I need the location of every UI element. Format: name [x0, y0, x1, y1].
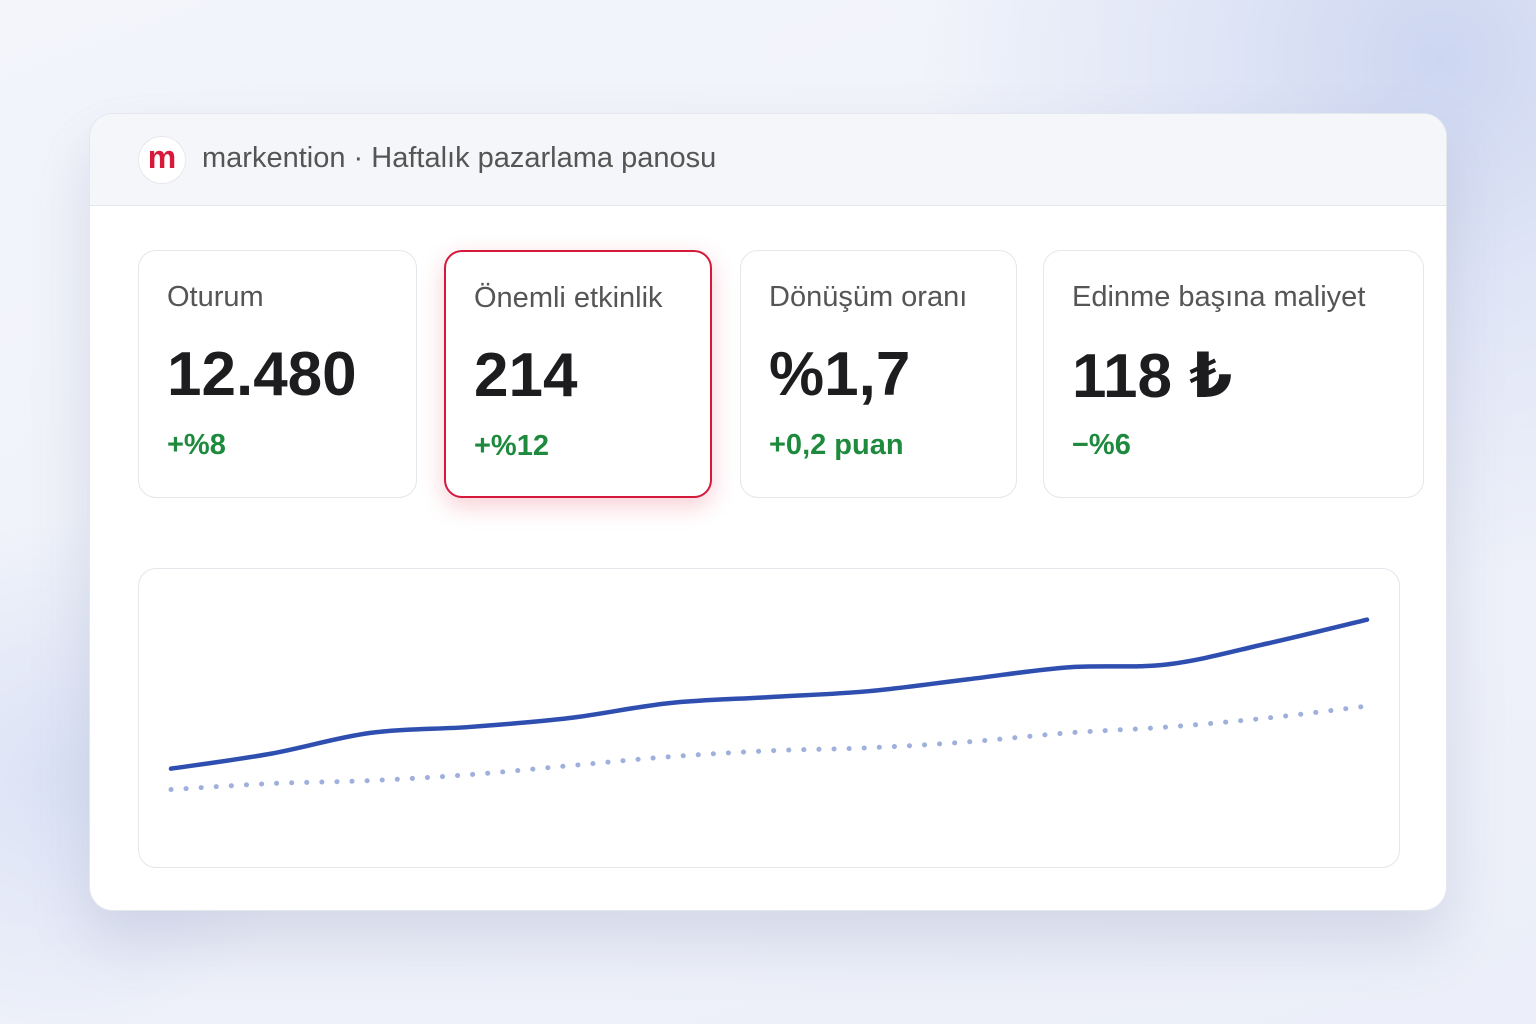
kpi-change: +0,2 puan [769, 429, 904, 461]
kpi-value: 12.480 [167, 340, 357, 409]
header: m markention · Haftalık pazarlama panosu [90, 114, 1446, 206]
kpi-value: 118 ₺ [1072, 342, 1233, 411]
kpi-label: Oturum [167, 281, 264, 313]
kpi-label: Dönüşüm oranı [769, 281, 968, 313]
kpi-value: 214 [474, 341, 578, 410]
kpi-label: Önemli etkinlik [474, 282, 663, 314]
kpi-card[interactable]: Oturum 12.480 +%8 [138, 250, 417, 498]
logo[interactable]: m [138, 136, 186, 184]
kpi-change: −%6 [1072, 429, 1131, 461]
brand: markention [202, 142, 346, 174]
chart-card [138, 568, 1400, 868]
kpi-card[interactable]: Dönüşüm oranı %1,7 +0,2 puan [740, 250, 1017, 498]
kpi-change: +%8 [167, 429, 226, 461]
title: Haftalık pazarlama panosu [371, 142, 717, 174]
header-title: markention · Haftalık pazarlama panosu [202, 142, 716, 175]
kpi-change: +%12 [474, 430, 549, 462]
separator: · [353, 142, 364, 174]
kpi-card[interactable]: Önemli etkinlik 214 +%12 [444, 250, 712, 498]
kpi-value: %1,7 [769, 340, 911, 409]
kpi-card[interactable]: Edinme başına maliyet 118 ₺ −%6 [1043, 250, 1424, 498]
line-chart [168, 617, 1370, 793]
kpi-label: Edinme başına maliyet [1072, 281, 1366, 313]
trend-line [168, 617, 1370, 771]
dashboard-panel: m markention · Haftalık pazarlama panosu… [89, 113, 1447, 911]
comparison-line [168, 703, 1370, 793]
